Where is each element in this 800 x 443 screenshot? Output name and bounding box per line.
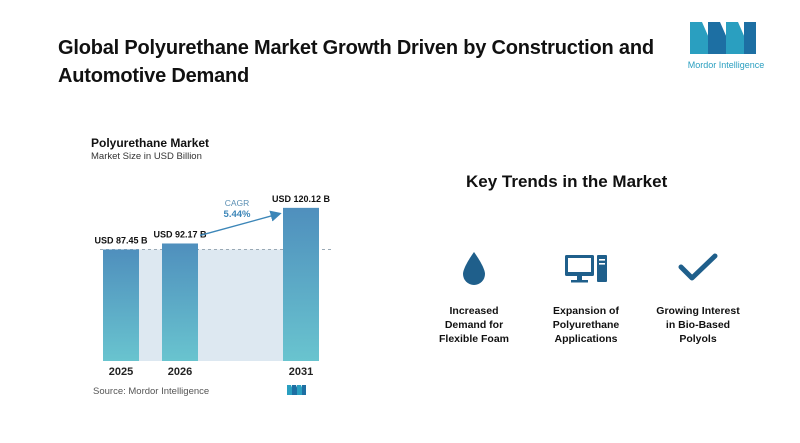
page-title: Global Polyurethane Market Growth Driven… — [58, 37, 654, 87]
chart-title: Polyurethane Market — [91, 136, 210, 150]
logo-text: Mordor Intelligence — [687, 60, 765, 70]
source-logo-icon — [287, 385, 306, 395]
trend-label: Growing Interest in Bio-Based Polyols — [656, 305, 740, 345]
x-tick-label: 2031 — [289, 366, 313, 378]
trend-polyurethane-applications: Expansion of Polyurethane Applications — [526, 250, 646, 346]
checkmark-icon — [678, 253, 718, 281]
chart-shaded-region — [121, 249, 301, 361]
chart-subtitle: Market Size in USD Billion — [91, 151, 202, 162]
bar-2031 — [283, 207, 319, 361]
cagr-label: CAGR — [225, 198, 250, 208]
bar-value-label: USD 92.17 B — [153, 229, 207, 239]
x-tick-label: 2026 — [168, 366, 192, 378]
trend-label: Increased Demand for Flexible Foam — [438, 305, 510, 345]
bar-value-label: USD 87.45 B — [94, 236, 148, 246]
logo-mark-icon — [690, 22, 756, 54]
trend-bio-based-polyols: Growing Interest in Bio-Based Polyols — [638, 250, 758, 346]
water-drop-icon — [463, 252, 485, 285]
bar-value-label: USD 120.12 B — [272, 194, 331, 204]
trend-flexible-foam: Increased Demand for Flexible Foam — [414, 250, 534, 346]
trend-label: Expansion of Polyurethane Applications — [552, 305, 620, 345]
cagr-arrow — [199, 210, 282, 237]
mordor-intelligence-logo: Mordor Intelligence — [686, 18, 766, 74]
bar-2025 — [103, 249, 139, 361]
computer-icon — [565, 255, 607, 283]
source-note: Source: Mordor Intelligence — [93, 386, 210, 397]
x-tick-label: 2025 — [109, 366, 133, 378]
bar-2026 — [162, 243, 198, 361]
key-trends-title: Key Trends in the Market — [466, 172, 668, 191]
cagr-value: 5.44% — [224, 209, 251, 220]
